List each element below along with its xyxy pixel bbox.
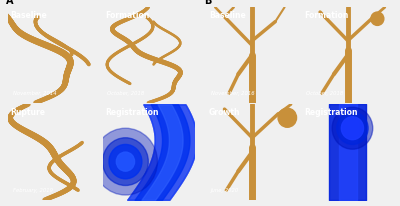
Text: October, 2018: October, 2018 [306,91,344,96]
Circle shape [102,138,148,186]
Text: A: A [6,0,14,6]
Text: November, 2014: November, 2014 [12,91,56,96]
Circle shape [116,152,134,171]
Text: Growth: Growth [209,108,240,117]
Circle shape [94,129,158,195]
Text: Baseline: Baseline [209,11,246,20]
Circle shape [278,109,296,128]
Circle shape [341,117,364,140]
Text: Baseline: Baseline [11,11,48,20]
Circle shape [109,145,142,179]
Text: Rupture: Rupture [11,108,46,117]
Text: Registration: Registration [105,108,159,117]
Text: June, 2020: June, 2020 [211,187,239,192]
Text: Registration: Registration [304,108,358,117]
Circle shape [371,13,384,26]
Text: Formation: Formation [304,11,349,20]
Text: Formation: Formation [105,11,150,20]
Text: February, 2019: February, 2019 [12,187,52,192]
Text: October, 2018: October, 2018 [107,91,144,96]
Text: B: B [204,0,211,6]
Circle shape [332,108,373,150]
Text: November, 2016: November, 2016 [211,91,254,96]
Circle shape [337,112,368,145]
